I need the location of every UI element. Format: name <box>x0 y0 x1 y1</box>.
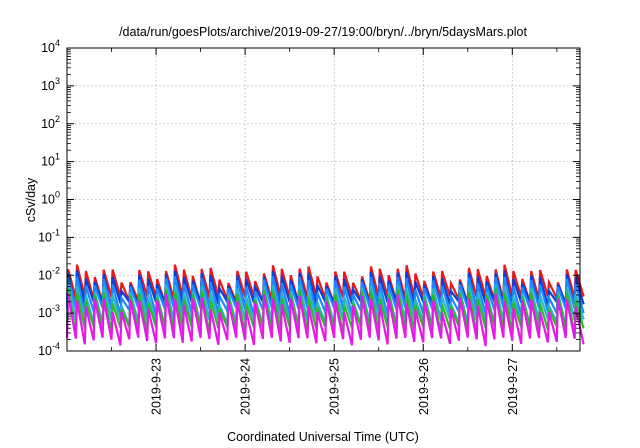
x-axis-label: Coordinated Universal Time (UTC) <box>227 430 419 444</box>
x-axis-ticks: 2019-9-23 2019-9-24 2019-9-25 2019-9-26 2019… <box>111 48 558 415</box>
y-tick-label: 104 <box>41 38 60 55</box>
chart-title: /data/run/goesPlots/archive/2019-09-27/1… <box>119 25 527 39</box>
y-tick-label: 102 <box>41 114 60 131</box>
y-tick-label: 103 <box>41 76 60 93</box>
y-tick-label: 10-4 <box>38 341 60 358</box>
y-tick-label: 10-3 <box>38 303 60 320</box>
y-tick-label: 10-2 <box>38 265 60 282</box>
x-tick-label: 2019-9-25 <box>328 358 342 415</box>
x-tick-label: 2019-9-24 <box>239 358 253 415</box>
y-tick-label: 101 <box>41 152 60 169</box>
x-tick-label: 2019-9-26 <box>417 358 431 415</box>
x-tick-label: 2019-9-23 <box>150 358 164 415</box>
series-line <box>65 293 585 347</box>
y-tick-label: 10-1 <box>38 227 60 244</box>
y-axis-label: cSv/day <box>24 177 38 222</box>
y-axis-ticks: 10-4 10-3 10-2 10-1 100 101 102 103 104 <box>38 38 580 358</box>
series-lines <box>65 264 585 347</box>
y-tick-label: 100 <box>41 190 60 207</box>
x-tick-label: 2019-9-27 <box>506 358 520 415</box>
